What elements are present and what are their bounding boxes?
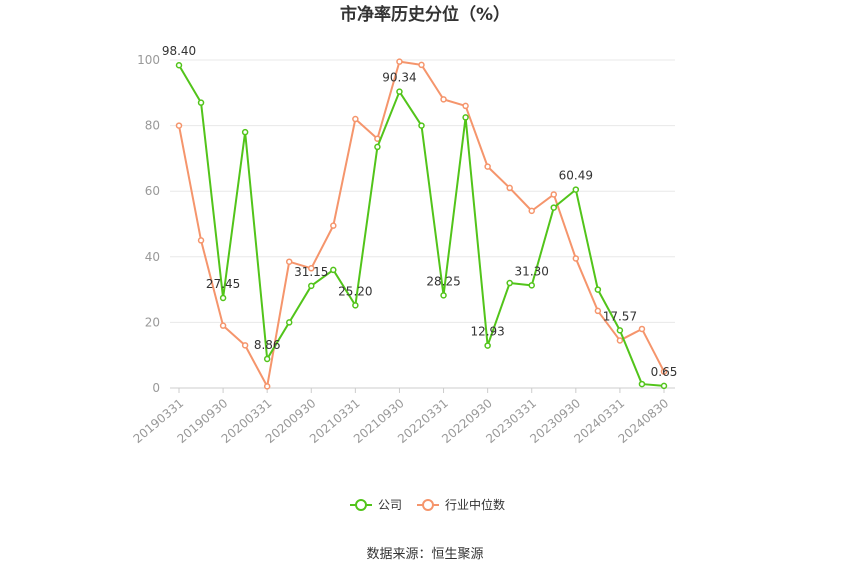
y-tick-label: 80 [145, 119, 160, 133]
data-point [616, 327, 624, 334]
data-point [241, 342, 249, 349]
y-axis-ticks: 0 20 40 60 80 100 [137, 53, 160, 395]
data-point [462, 114, 469, 121]
data-point [616, 337, 624, 344]
data-label: 98.40 [162, 44, 196, 58]
data-label: 27.45 [206, 277, 240, 291]
data-point [197, 99, 205, 106]
grid [170, 59, 675, 389]
data-point [175, 122, 183, 129]
data-point [374, 143, 381, 151]
data-label: 31.30 [515, 264, 549, 278]
data-point [219, 322, 227, 329]
data-label: 0.65 [651, 365, 678, 379]
data-point [484, 163, 491, 170]
data-point [308, 265, 315, 272]
data-point [484, 342, 491, 349]
chart-title: 市净率历史分位（%） [340, 4, 510, 25]
legend-marker [422, 499, 434, 511]
y-tick-label: 100 [137, 53, 160, 67]
legend-label[interactable]: 行业中位数 [445, 497, 505, 512]
data-point [660, 368, 668, 375]
series-line [178, 60, 665, 388]
series-line [178, 64, 665, 387]
data-point [418, 61, 425, 69]
data-point [285, 258, 293, 265]
data-point [506, 279, 513, 287]
y-tick-label: 40 [145, 250, 160, 264]
data-point [396, 58, 403, 65]
data-point [197, 237, 205, 244]
data-label: 28.25 [426, 274, 460, 288]
legend-marker [355, 499, 367, 511]
data-point [396, 88, 403, 95]
data-label: 12.93 [470, 325, 504, 339]
data-point [440, 96, 447, 103]
data-point [594, 307, 602, 315]
data-label: 90.34 [382, 71, 416, 85]
legend-label[interactable]: 公司 [378, 498, 402, 512]
data-point [330, 222, 337, 229]
y-tick-label: 0 [152, 381, 160, 395]
data-point [550, 191, 558, 198]
data-point [263, 355, 271, 363]
data-point [528, 282, 535, 289]
data-point [594, 286, 602, 293]
data-point [175, 61, 183, 69]
data-point [462, 102, 469, 110]
data-point [638, 325, 646, 333]
data-label: 25.20 [338, 284, 372, 298]
data-label: 31.15 [294, 265, 328, 279]
data-point [550, 204, 558, 211]
data-point [308, 282, 315, 290]
data-point [572, 255, 580, 262]
data-label: 60.49 [559, 169, 593, 183]
y-tick-label: 20 [145, 315, 160, 329]
data-point [418, 122, 425, 129]
y-tick-label: 60 [145, 184, 160, 198]
source-note: 数据来源：恒生聚源 [366, 547, 483, 562]
data-point [528, 207, 535, 215]
data-label: 17.57 [603, 309, 637, 323]
data-point [263, 383, 271, 390]
data-point [638, 380, 646, 388]
legend[interactable]: 公司 行业中位数 [350, 497, 505, 512]
data-point [330, 266, 337, 274]
series-layer [175, 58, 668, 390]
data-point [241, 128, 249, 136]
data-point [660, 382, 668, 390]
data-point [440, 292, 447, 299]
data-labels: 98.40 27.45 8.86 31.15 25.20 90.34 28.25 12.93 3… [162, 44, 678, 379]
data-point [352, 302, 359, 309]
data-point [572, 186, 580, 193]
data-point [285, 319, 293, 326]
x-axis: 2019033120190930202003312020093020210331… [131, 388, 671, 446]
data-point [352, 115, 359, 123]
data-point [506, 184, 513, 192]
data-label: 8.86 [254, 338, 281, 352]
data-point [219, 294, 227, 302]
